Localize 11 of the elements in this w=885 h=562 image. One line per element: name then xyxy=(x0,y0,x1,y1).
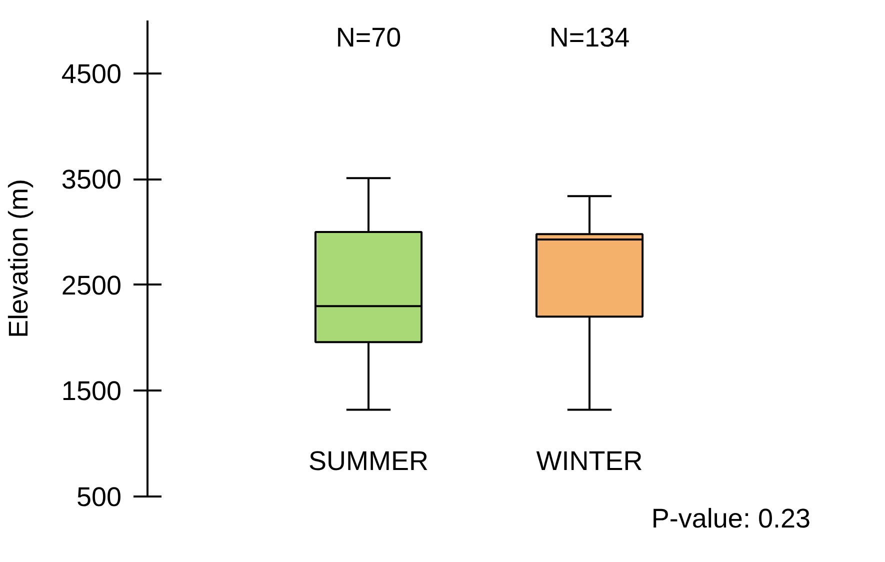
y-tick-label: 3500 xyxy=(61,164,122,195)
annotation: N=134 xyxy=(549,22,630,52)
y-tick-label: 2500 xyxy=(61,270,122,300)
y-tick-label: 1500 xyxy=(61,376,122,406)
y-axis-title: Elevation (m) xyxy=(3,178,34,338)
x-tick-label: WINTER xyxy=(536,446,643,476)
annotation: N=70 xyxy=(336,22,402,52)
x-tick-label: SUMMER xyxy=(308,446,428,476)
y-tick-label: 500 xyxy=(76,482,122,512)
y-tick-label: 4500 xyxy=(61,58,122,89)
text: P-value: 0.23 xyxy=(651,504,811,534)
